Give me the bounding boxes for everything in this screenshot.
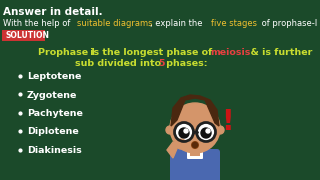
Text: Diplotene: Diplotene	[27, 127, 79, 136]
Text: Leptotene: Leptotene	[27, 72, 81, 81]
Text: 5: 5	[158, 59, 165, 68]
Circle shape	[184, 129, 188, 133]
Text: is the longest phase of: is the longest phase of	[87, 48, 216, 57]
Circle shape	[206, 129, 210, 133]
FancyBboxPatch shape	[190, 146, 200, 156]
Circle shape	[201, 128, 211, 138]
Text: Prophase I: Prophase I	[38, 48, 95, 57]
Text: sub divided into: sub divided into	[75, 59, 164, 68]
Polygon shape	[171, 95, 219, 126]
Text: five stages: five stages	[211, 19, 257, 28]
Text: Diakinesis: Diakinesis	[27, 146, 82, 155]
Text: suitable diagrams: suitable diagrams	[77, 19, 152, 28]
Text: , explain the: , explain the	[150, 19, 205, 28]
Text: phases:: phases:	[164, 59, 208, 68]
Circle shape	[170, 103, 220, 153]
Circle shape	[174, 123, 194, 141]
Circle shape	[176, 139, 186, 149]
Text: Pachytene: Pachytene	[27, 109, 83, 118]
Polygon shape	[167, 142, 179, 158]
FancyBboxPatch shape	[187, 149, 203, 159]
FancyBboxPatch shape	[2, 30, 44, 40]
Text: Zygotene: Zygotene	[27, 91, 77, 100]
Circle shape	[196, 123, 215, 141]
Circle shape	[166, 126, 174, 134]
Text: of prophase-I of: of prophase-I of	[259, 19, 320, 28]
Text: With the help of: With the help of	[3, 19, 73, 28]
Text: & is further: & is further	[244, 48, 313, 57]
Circle shape	[216, 126, 224, 134]
Circle shape	[179, 128, 189, 138]
Text: meiosis: meiosis	[210, 48, 250, 57]
FancyBboxPatch shape	[170, 149, 220, 180]
Text: !: !	[221, 108, 233, 136]
Circle shape	[193, 143, 197, 147]
Text: SOLUTION: SOLUTION	[5, 31, 49, 40]
Text: Answer in detail.: Answer in detail.	[3, 7, 103, 17]
